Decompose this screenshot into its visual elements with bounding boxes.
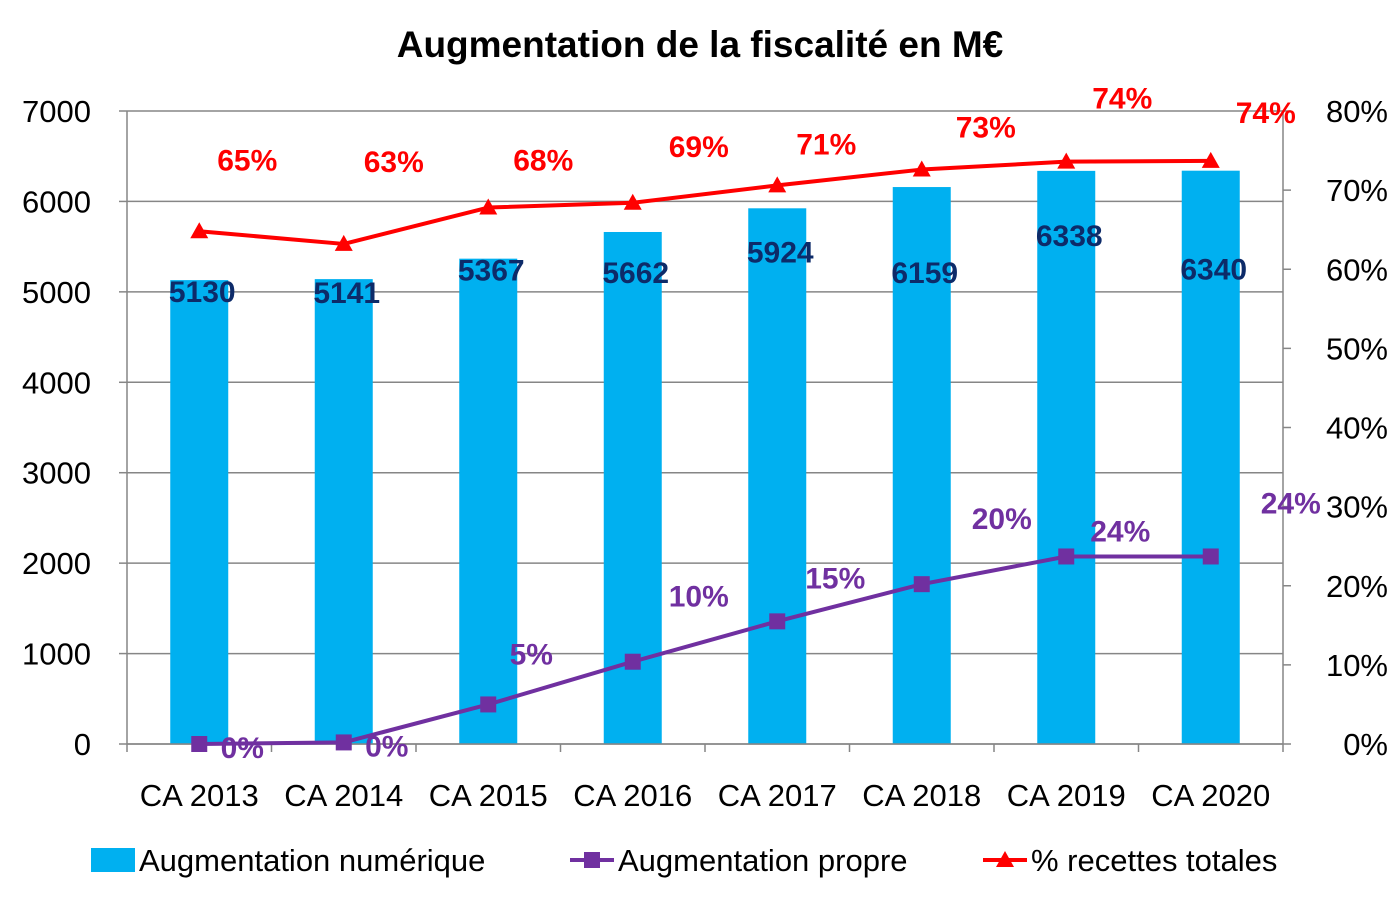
line-value-label: 5% [510, 638, 553, 671]
square-marker [480, 696, 497, 713]
triangle-marker [768, 176, 787, 193]
category-label: CA 2013 [140, 778, 259, 813]
line-value-label: 20% [972, 503, 1032, 536]
line-value-label: 0% [221, 732, 264, 765]
axes [119, 110, 1291, 752]
category-label: CA 2017 [718, 778, 837, 813]
right-tick-label: 20% [1326, 569, 1388, 604]
left-tick-label: 0 [74, 727, 91, 762]
category-label: CA 2014 [284, 778, 403, 813]
legend: Augmentation numérique Augmentation propr… [91, 843, 1277, 878]
bar [314, 279, 373, 744]
square-marker [624, 653, 641, 670]
left-tick-label: 4000 [22, 365, 91, 400]
legend-swatch-bar [91, 848, 135, 872]
line-value-label: 15% [805, 562, 865, 595]
right-tick-label: 80% [1326, 94, 1388, 129]
bar-value-label: 5130 [169, 276, 236, 309]
left-tick-label: 6000 [22, 184, 91, 219]
square-marker [913, 576, 930, 593]
bar-value-label: 5662 [602, 257, 669, 290]
category-label: CA 2018 [862, 778, 981, 813]
line-value-label: 74% [1092, 83, 1152, 116]
triangle-marker [1057, 152, 1076, 169]
square-marker [769, 613, 786, 630]
line-data-labels: 0% 0% 5% 10% 15% 20% 24% 24% 65% 63% 68% 69% 71% 73% 7… [217, 83, 1321, 765]
right-tick-label: 0% [1343, 727, 1388, 762]
line-value-label: 63% [364, 146, 424, 179]
right-tick-label: 50% [1326, 331, 1388, 366]
right-tick-label: 10% [1326, 648, 1388, 683]
left-tick-label: 2000 [22, 546, 91, 581]
line-value-label: 71% [796, 128, 856, 161]
square-marker [1202, 548, 1219, 565]
legend-label: Augmentation numérique [139, 843, 485, 878]
legend-swatch-marker [996, 851, 1014, 867]
series-line [199, 158, 1211, 246]
line-value-label: 73% [956, 112, 1016, 145]
triangle-marker [1201, 151, 1220, 168]
line-value-label: 24% [1261, 487, 1321, 520]
bar-data-labels: 5130 5141 5367 5662 5924 6159 6338 6340 [169, 220, 1247, 310]
bar [459, 258, 518, 744]
line-value-label: 24% [1090, 515, 1150, 548]
line-value-label: 65% [217, 144, 277, 177]
bar [1181, 170, 1240, 744]
category-axis-ticks: CA 2013 CA 2014 CA 2015 CA 2016 CA 2017 CA 20… [140, 778, 1270, 813]
triangle-marker [623, 193, 642, 210]
legend-label: % recettes totales [1031, 843, 1277, 878]
bar-value-label: 6159 [891, 257, 958, 290]
bar-value-label: 5367 [458, 255, 525, 288]
chart-title: Augmentation de la fiscalité en M€ [397, 24, 1004, 65]
gridlines [127, 110, 1283, 745]
triangle-marker [334, 234, 353, 251]
bar [748, 208, 807, 744]
left-tick-label: 5000 [22, 275, 91, 310]
category-label: CA 2019 [1007, 778, 1126, 813]
category-label: CA 2020 [1151, 778, 1270, 813]
left-tick-label: 7000 [22, 94, 91, 129]
left-tick-label: 1000 [22, 637, 91, 672]
line-series [190, 151, 1220, 752]
right-tick-label: 70% [1326, 173, 1388, 208]
square-marker [191, 736, 208, 752]
right-axis-ticks: 0% 10% 20% 30% 40% 50% 60% 70% 80% [1326, 94, 1388, 762]
category-label: CA 2016 [573, 778, 692, 813]
bar [170, 280, 229, 744]
left-axis-ticks: 0 1000 2000 3000 4000 5000 6000 7000 [22, 94, 91, 762]
bar-value-label: 6338 [1036, 220, 1103, 253]
bar-value-label: 6340 [1180, 254, 1247, 287]
line-value-label: 69% [669, 131, 729, 164]
line-value-label: 68% [513, 145, 573, 178]
bar [892, 187, 951, 745]
line-value-label: 74% [1236, 97, 1296, 130]
legend-swatch-marker [584, 852, 600, 868]
triangle-marker [190, 222, 209, 239]
right-tick-label: 40% [1326, 411, 1388, 446]
square-marker [335, 734, 352, 751]
bar [1037, 170, 1096, 744]
right-tick-label: 60% [1326, 252, 1388, 287]
bar-value-label: 5141 [313, 277, 380, 310]
square-marker [1058, 548, 1075, 565]
triangle-marker [912, 160, 931, 177]
series-line [199, 554, 1211, 746]
triangle-marker [479, 198, 498, 215]
legend-label: Augmentation propre [618, 843, 908, 878]
right-tick-label: 30% [1326, 490, 1388, 525]
category-label: CA 2015 [429, 778, 548, 813]
left-tick-label: 3000 [22, 456, 91, 491]
bar-series [170, 170, 1240, 745]
line-value-label: 0% [365, 730, 408, 763]
line-value-label: 10% [669, 581, 729, 614]
bar-value-label: 5924 [747, 236, 814, 269]
